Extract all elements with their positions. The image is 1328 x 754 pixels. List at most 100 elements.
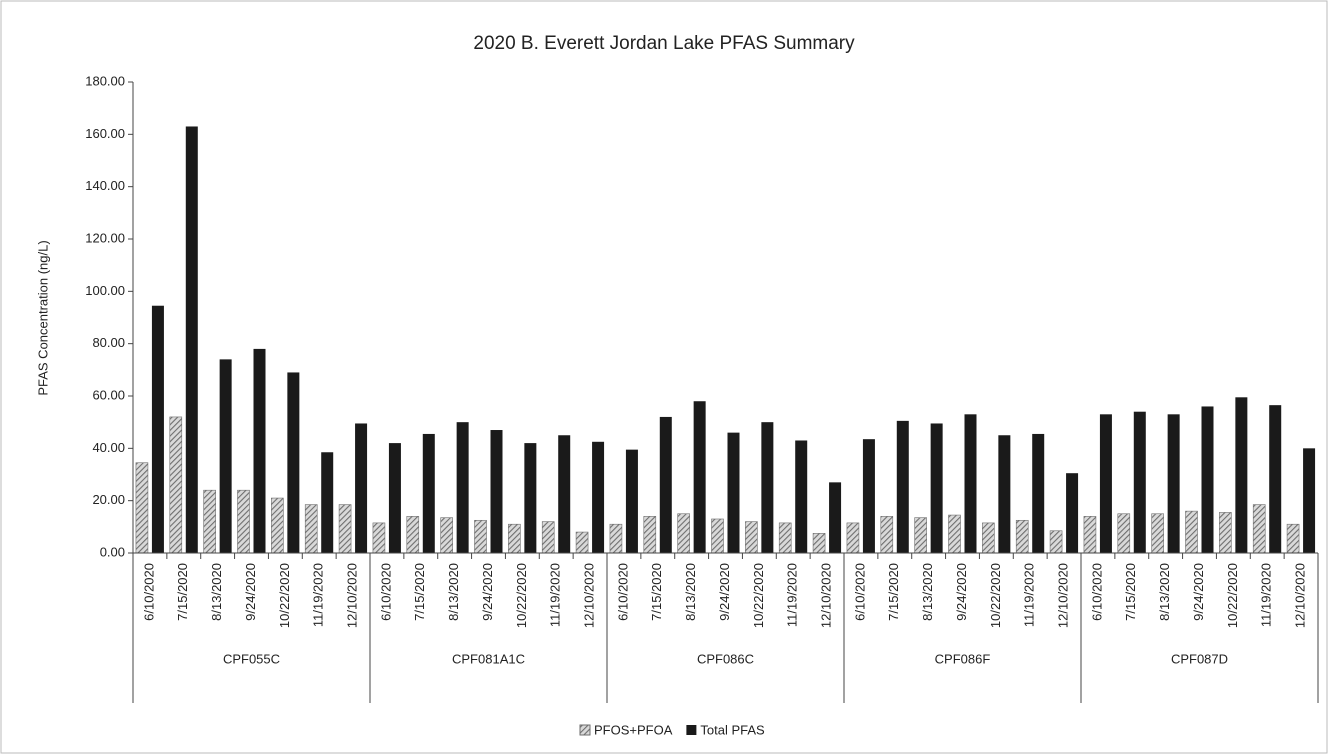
x-tick-label: 7/15/2020: [175, 563, 190, 621]
bar: [896, 420, 909, 553]
x-tick-label: 7/15/2020: [1123, 563, 1138, 621]
x-tick-label: 10/22/2020: [514, 563, 529, 628]
bar: [169, 416, 183, 554]
bar: [388, 443, 401, 553]
bar: [372, 522, 386, 554]
bar: [1015, 519, 1029, 554]
y-tick-label: 180.00: [85, 73, 125, 88]
x-tick-label: 10/22/2020: [1225, 563, 1240, 628]
y-tick-label: 100.00: [85, 283, 125, 298]
x-tick-label: 12/10/2020: [582, 563, 597, 628]
bar: [287, 372, 300, 553]
group-label: CPF087D: [1171, 651, 1228, 666]
x-tick-label: 8/13/2020: [446, 563, 461, 621]
bar: [948, 514, 961, 554]
bar: [1303, 448, 1316, 553]
y-tick-label: 120.00: [85, 230, 125, 245]
bar: [406, 516, 420, 554]
x-tick-label: 9/24/2020: [1191, 563, 1206, 621]
y-tick-label: 80.00: [92, 335, 125, 350]
group-label: CPF086C: [697, 651, 754, 666]
x-tick-label: 12/10/2020: [1056, 563, 1071, 628]
x-tick-label: 12/10/2020: [345, 563, 360, 628]
bar: [795, 440, 808, 553]
x-tick-label: 7/15/2020: [886, 563, 901, 621]
bar: [456, 422, 469, 553]
bar: [659, 416, 672, 553]
bar: [271, 497, 284, 554]
bar: [440, 517, 453, 554]
bar: [541, 521, 555, 554]
bar: [1252, 504, 1266, 554]
bar: [998, 435, 1011, 553]
bar: [203, 489, 216, 554]
bar: [862, 439, 875, 553]
bar: [185, 126, 198, 553]
x-tick-label: 6/10/2020: [615, 563, 630, 621]
x-tick-label: 10/22/2020: [751, 563, 766, 628]
bar: [964, 414, 977, 553]
x-tick-label: 10/22/2020: [988, 563, 1003, 628]
bar: [321, 452, 334, 553]
bar: [1083, 516, 1097, 554]
x-tick-label: 6/10/2020: [141, 563, 156, 621]
bar: [1066, 473, 1079, 553]
bar: [880, 516, 894, 554]
y-tick-label: 0.00: [100, 544, 125, 559]
bar: [1049, 530, 1063, 554]
bar: [829, 482, 842, 553]
x-tick-label: 9/24/2020: [480, 563, 495, 621]
bar: [609, 523, 623, 554]
bar: [237, 489, 250, 554]
bar: [1117, 513, 1131, 554]
y-axis-label: PFAS Concentration (ng/L): [35, 240, 50, 395]
bar: [1219, 512, 1232, 554]
bar: [490, 430, 503, 553]
legend-swatch: [579, 724, 591, 736]
bar: [1151, 513, 1164, 554]
bar: [422, 433, 435, 553]
group-label: CPF086F: [935, 651, 991, 666]
bar: [253, 348, 266, 553]
bar: [1133, 411, 1146, 553]
x-tick-label: 11/19/2020: [785, 563, 800, 627]
bar: [693, 401, 706, 553]
legend-swatch: [686, 725, 697, 735]
bar: [846, 522, 860, 554]
x-tick-label: 8/13/2020: [920, 563, 935, 621]
bar: [812, 533, 826, 554]
group-label: CPF081A1C: [452, 651, 525, 666]
x-tick-label: 8/13/2020: [683, 563, 698, 621]
bar: [711, 518, 724, 554]
x-tick-label: 11/19/2020: [311, 563, 326, 627]
bar: [745, 521, 758, 554]
bar: [1235, 397, 1248, 553]
bar: [1286, 523, 1300, 554]
bar: [1032, 433, 1045, 553]
y-tick-label: 40.00: [92, 440, 125, 455]
chart-title: 2020 B. Everett Jordan Lake PFAS Summary: [473, 33, 855, 54]
bar: [982, 522, 995, 554]
x-tick-label: 12/10/2020: [819, 563, 834, 628]
x-tick-label: 7/15/2020: [412, 563, 427, 621]
bar: [930, 423, 943, 553]
bar: [355, 423, 368, 553]
bar: [727, 432, 740, 553]
y-tick-label: 60.00: [92, 387, 125, 402]
x-tick-label: 11/19/2020: [548, 563, 563, 627]
bar: [151, 305, 164, 553]
bar: [474, 519, 487, 554]
bar: [524, 443, 537, 553]
bar: [1185, 510, 1198, 554]
x-tick-label: 6/10/2020: [852, 563, 867, 621]
bar: [508, 523, 521, 554]
legend-label: Total PFAS: [700, 722, 765, 737]
group-label: CPF055C: [223, 651, 280, 666]
bar: [625, 449, 638, 553]
bar: [135, 462, 149, 554]
x-tick-label: 9/24/2020: [954, 563, 969, 621]
x-tick-label: 8/13/2020: [209, 563, 224, 621]
bar: [677, 513, 690, 554]
